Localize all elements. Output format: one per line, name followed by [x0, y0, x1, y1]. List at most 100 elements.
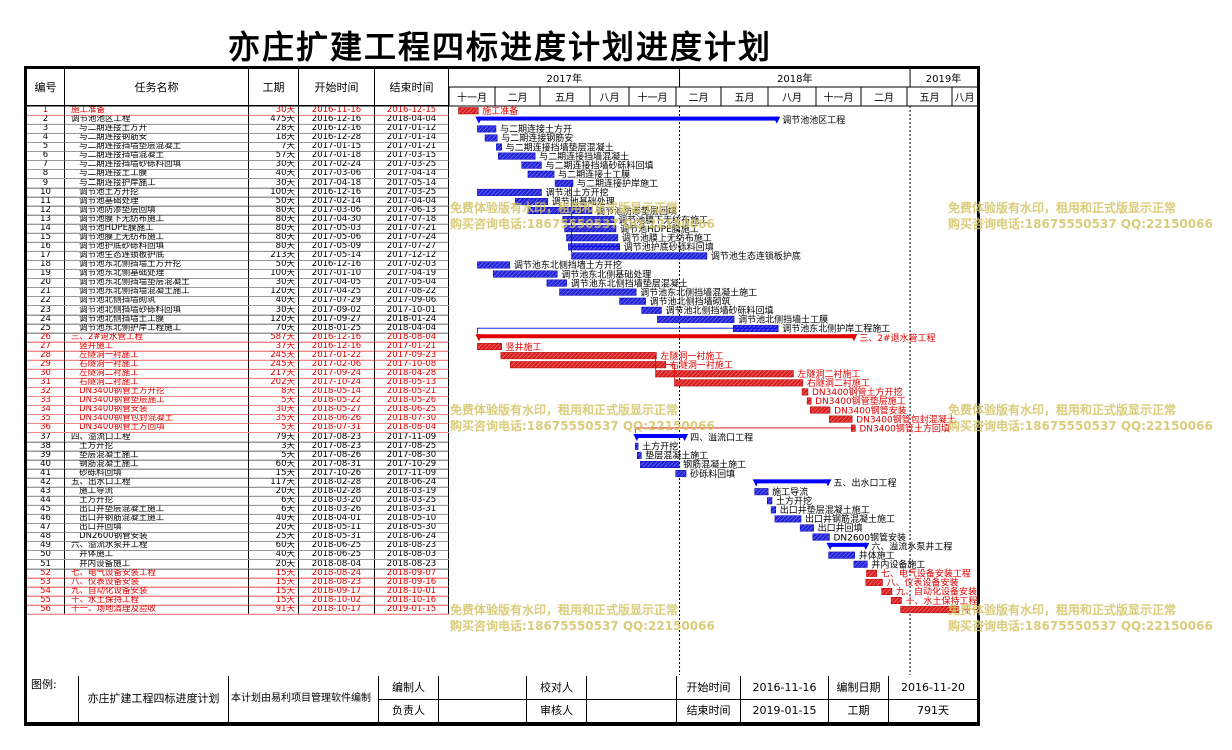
table-row[interactable]: 55 十、水土保持工程 15天 2018-10-02 2018-10-16: [27, 595, 449, 606]
table-row[interactable]: 46 出口井钢筋混凝土施工 40天 2018-04-01 2018-05-10: [27, 514, 449, 525]
gantt-frame: 编号 任务名称 工期 开始时间 结束时间 1 施工准备 30天 2016-11-16 2…: [24, 66, 980, 726]
cell-start: 2017-01-22: [299, 350, 375, 360]
cell-id: 20: [27, 278, 65, 288]
cell-name: 与二期连接挡墙垫层混凝土: [65, 142, 249, 152]
bar-label: 九、自动化设备安装: [896, 586, 977, 598]
table-row[interactable]: 30 左隧洞二衬施工 217天 2017-09-24 2018-04-28: [27, 369, 449, 380]
table-row[interactable]: 9 与二期连接护岸施工 30天 2017-04-18 2017-05-14: [27, 178, 449, 189]
cell-dur: 60天: [249, 541, 299, 551]
cell-start: 2018-09-17: [299, 586, 375, 596]
table-row[interactable]: 1 施工准备 30天 2016-11-16 2016-12-15: [27, 106, 449, 116]
table-row[interactable]: 34 DN3400钢管安装 30天 2018-05-27 2018-06-25: [27, 405, 449, 416]
cell-name: 五、出水口工程: [65, 477, 249, 487]
cell-dur: 70天: [249, 323, 299, 333]
task-bar: [810, 406, 831, 414]
cell-name: 施工导流: [65, 486, 249, 496]
cell-start: 2018-06-25: [299, 550, 375, 560]
table-row[interactable]: 13 调节池膜下无纺布施工 80天 2017-04-30 2017-07-18: [27, 214, 449, 225]
table-row[interactable]: 4 与二期连接钢筋安 18天 2016-12-28 2017-01-14: [27, 133, 449, 144]
table-row[interactable]: 54 九、自动化设备安装 15天 2018-09-17 2018-10-01: [27, 586, 449, 597]
cell-end: 2017-09-06: [375, 296, 449, 306]
bar-label: 与二期连接挡墙砂砾料回填: [545, 159, 653, 171]
task-bar: [770, 506, 777, 514]
cell-id: 22: [27, 296, 65, 306]
table-row[interactable]: 23 调节池北侧挡墙砂砾料回填 30天 2017-09-02 2017-10-01: [27, 305, 449, 316]
owner-value: [439, 700, 527, 723]
table-row[interactable]: 15 调节池膜上无纺布施工 80天 2017-05-06 2017-07-24: [27, 232, 449, 243]
cell-end: 2018-04-28: [375, 369, 449, 379]
table-row[interactable]: 43 施工导流 20天 2018-02-28 2018-03-19: [27, 486, 449, 497]
table-row[interactable]: 14 调节池HDPE膜施工 80天 2017-05-03 2017-07-21: [27, 223, 449, 234]
task-bar: [812, 533, 830, 541]
table-row[interactable]: 36 DN3400钢管土方回填 5天 2018-07-31 2018-08-04: [27, 423, 449, 434]
table-row[interactable]: 40 钢筋混凝土施工 60天 2017-08-31 2017-10-29: [27, 459, 449, 470]
cell-dur: 100天: [249, 269, 299, 279]
cell-end: 2017-01-21: [375, 341, 449, 351]
table-row[interactable]: 24 调节池北侧挡墙土工膜 120天 2017-09-27 2018-01-24: [27, 314, 449, 325]
table-row[interactable]: 33 DN3400钢管垫层施工 5天 2018-05-22 2018-05-26: [27, 396, 449, 407]
table-row[interactable]: 51 井内设备施工 20天 2018-08-04 2018-08-23: [27, 559, 449, 570]
cell-start: 2016-12-16: [299, 341, 375, 351]
cell-start: 2017-08-23: [299, 432, 375, 442]
month-label: 八月: [955, 92, 975, 104]
table-row[interactable]: 5 与二期连接挡墙垫层混凝土 7天 2017-01-15 2017-01-21: [27, 142, 449, 153]
table-row[interactable]: 25 调节池东北侧护岸工程施工 70天 2018-01-25 2018-04-04: [27, 323, 449, 334]
table-row[interactable]: 6 与二期连接挡墙混凝土 57天 2017-01-18 2017-03-15: [27, 151, 449, 162]
table-row[interactable]: 32 DN3400钢管土方开挖 8天 2018-05-14 2018-05-21: [27, 387, 449, 398]
task-bar: [559, 288, 637, 296]
cell-name: 调节池北侧挡墙砌筑: [65, 296, 249, 306]
cell-start: 2017-05-03: [299, 223, 375, 233]
table-row[interactable]: 11 调节池基础处理 50天 2017-02-14 2017-04-04: [27, 196, 449, 207]
cell-end: 2017-08-25: [375, 441, 449, 451]
table-row[interactable]: 56 十一、场地清理及验收 91天 2018-10-17 2019-01-15: [27, 604, 449, 615]
table-row[interactable]: 20 调节池东北侧挡墙垫层混凝土 30天 2017-04-05 2017-05-04: [27, 278, 449, 289]
checker-label: 校对人: [527, 676, 587, 700]
table-row[interactable]: 53 八、仪表设备安装 15天 2018-08-23 2018-09-16: [27, 577, 449, 588]
table-row[interactable]: 31 右隧洞二衬施工 202天 2017-10-24 2018-05-13: [27, 378, 449, 389]
table-row[interactable]: 27 竖井施工 37天 2016-12-16 2017-01-21: [27, 341, 449, 352]
bar-label: 调节池东北侧护岸工程施工: [782, 323, 890, 335]
task-bar: [477, 343, 502, 351]
cell-start: 2018-08-23: [299, 577, 375, 587]
cell-dur: 100天: [249, 187, 299, 197]
cell-id: 53: [27, 577, 65, 587]
table-row[interactable]: 21 调节池东北侧挡墙混凝土施工 120天 2017-04-25 2017-08-22: [27, 287, 449, 298]
table-row[interactable]: 22 调节池北侧挡墙砌筑 40天 2017-07-29 2017-09-06: [27, 296, 449, 307]
table-row[interactable]: 17 调节池生态连锁板护底 213天 2017-05-14 2017-12-12: [27, 251, 449, 262]
table-row[interactable]: 42 五、出水口工程 117天 2018-02-28 2018-06-24: [27, 477, 449, 488]
watermark: 免费体验版有水印，租用和正式版显示正常 购买咨询电话:18675550537 QQ…: [450, 603, 715, 633]
table-row[interactable]: 28 左隧洞一衬施工 245天 2017-01-22 2017-09-23: [27, 350, 449, 361]
table-row[interactable]: 10 调节池土方开挖 100天 2016-12-16 2017-03-25: [27, 187, 449, 198]
table-row[interactable]: 39 垫层混凝土施工 5天 2017-08-26 2017-08-30: [27, 450, 449, 461]
cell-dur: 25天: [249, 532, 299, 542]
cell-start: 2017-04-05: [299, 278, 375, 288]
table-row[interactable]: 47 出口井回填 20天 2018-05-11 2018-05-30: [27, 523, 449, 534]
table-row[interactable]: 19 调节池东北侧基础处理 100天 2017-01-10 2017-04-19: [27, 269, 449, 280]
table-row[interactable]: 41 砂砾料回填 15天 2017-10-26 2017-11-09: [27, 468, 449, 479]
table-row[interactable]: 12 调节池防渗垫层回填 80天 2017-03-06 2017-06-13: [27, 205, 449, 216]
table-row[interactable]: 48 DN2600钢管安装 25天 2018-05-31 2018-06-24: [27, 532, 449, 543]
task-bar: [754, 488, 769, 496]
table-row[interactable]: 38 土方开挖 3天 2017-08-23 2017-08-25: [27, 441, 449, 452]
table-row[interactable]: 52 七、电气设备安装工程 15天 2018-08-24 2018-09-07: [27, 568, 449, 579]
table-row[interactable]: 44 土方开挖 6天 2018-03-20 2018-03-25: [27, 496, 449, 506]
task-bar: [828, 551, 855, 559]
table-row[interactable]: 2 调节池池区工程 475天 2016-12-16 2018-04-04: [27, 115, 449, 126]
table-row[interactable]: 37 四、溢流口工程 79天 2017-08-23 2017-11-09: [27, 432, 449, 443]
cell-start: 2016-12-28: [299, 133, 375, 143]
table-row[interactable]: 50 井体施工 40天 2018-06-25 2018-08-03: [27, 550, 449, 561]
table-row[interactable]: 29 右隧洞一衬施工 245天 2017-02-06 2017-10-08: [27, 359, 449, 370]
table-row[interactable]: 8 与二期连接土工膜 40天 2017-03-06 2017-04-14: [27, 169, 449, 180]
cell-end: 2017-07-27: [375, 242, 449, 252]
table-row[interactable]: 7 与二期连接挡墙砂砾料回填 30天 2017-02-24 2017-03-25: [27, 160, 449, 171]
table-row[interactable]: 49 六、溢流水泵井工程 60天 2018-06-25 2018-08-23: [27, 541, 449, 552]
table-row[interactable]: 3 与二期连接土方开 28天 2016-12-16 2017-01-12: [27, 124, 449, 135]
cell-id: 43: [27, 486, 65, 496]
table-row[interactable]: 45 出口井垫层混凝土施工 6天 2018-03-26 2018-03-31: [27, 505, 449, 516]
table-row[interactable]: 35 DN3400钢管包封混凝土 35天 2018-06-26 2018-07-30: [27, 414, 449, 425]
table-row[interactable]: 26 三、2#退水管工程 587天 2016-12-16 2018-08-04: [27, 332, 449, 343]
cell-id: 29: [27, 359, 65, 369]
table-row[interactable]: 18 调节池东北侧挡墙土方开挖 50天 2016-12-16 2017-02-03: [27, 260, 449, 271]
table-row[interactable]: 16 调节池护底砂砾料回填 80天 2017-05-09 2017-07-27: [27, 242, 449, 253]
task-bar: [562, 216, 615, 224]
